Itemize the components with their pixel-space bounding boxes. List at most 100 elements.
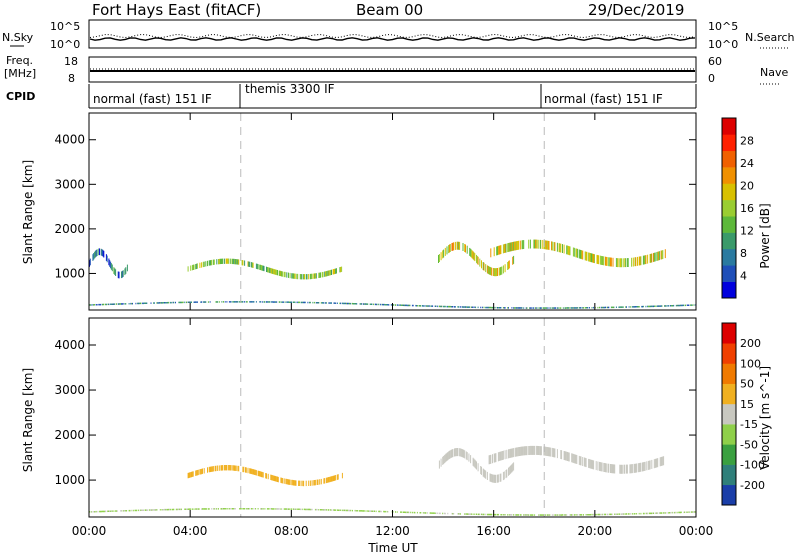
data-cell xyxy=(612,464,614,474)
data-cell xyxy=(566,451,568,461)
data-cell xyxy=(149,509,151,511)
data-cell xyxy=(250,301,251,303)
data-cell xyxy=(483,469,485,478)
data-cell xyxy=(502,450,504,460)
data-cell xyxy=(547,447,549,457)
nave-tick-high: 60 xyxy=(708,55,722,68)
data-cell xyxy=(406,511,408,514)
data-cell xyxy=(100,248,102,256)
data-cell xyxy=(642,512,644,515)
data-cell xyxy=(119,303,121,305)
data-cell xyxy=(658,305,660,307)
data-cell xyxy=(457,513,459,515)
data-cell xyxy=(489,513,491,516)
data-cell xyxy=(228,465,230,471)
data-cell xyxy=(233,508,235,510)
data-cell xyxy=(590,513,592,516)
colorbar-swatch xyxy=(722,363,736,384)
data-cell xyxy=(508,243,509,252)
data-cell xyxy=(367,510,369,512)
data-cell xyxy=(255,301,257,303)
data-cell xyxy=(281,271,283,277)
data-cell xyxy=(239,301,241,303)
data-cell xyxy=(453,242,455,251)
data-cell xyxy=(156,302,158,304)
data-cell xyxy=(288,479,290,485)
data-cell xyxy=(513,241,515,251)
data-cell xyxy=(291,301,293,303)
data-cell xyxy=(216,259,218,265)
data-cell xyxy=(326,270,328,277)
data-cell xyxy=(440,305,442,308)
data-cell xyxy=(642,305,643,308)
data-cell xyxy=(286,272,288,278)
data-cell xyxy=(277,476,279,483)
data-cell xyxy=(93,253,95,260)
data-cell xyxy=(573,514,575,516)
data-cell xyxy=(290,508,292,510)
data-cell xyxy=(299,274,301,280)
data-cell xyxy=(325,509,327,511)
colorbar-swatch xyxy=(722,424,736,445)
data-cell xyxy=(619,513,621,515)
data-cell xyxy=(175,508,177,511)
data-cell xyxy=(605,513,606,516)
data-cell xyxy=(184,508,186,510)
data-cell xyxy=(334,475,336,481)
data-cell xyxy=(576,307,578,309)
data-cell xyxy=(142,302,144,305)
data-cell xyxy=(642,462,643,472)
data-cell xyxy=(303,301,305,304)
data-cell xyxy=(535,307,537,309)
data-cell xyxy=(100,510,102,513)
data-cell xyxy=(599,461,600,471)
data-cell xyxy=(400,304,402,306)
data-cell xyxy=(534,445,536,455)
data-cell xyxy=(223,465,225,471)
data-cell xyxy=(379,303,381,306)
data-cell xyxy=(440,252,442,261)
data-cell xyxy=(170,301,172,304)
data-cell xyxy=(333,475,335,481)
data-cell xyxy=(154,509,156,511)
data-cell xyxy=(474,306,476,308)
data-cell xyxy=(492,306,493,309)
data-cell xyxy=(336,509,338,511)
data-cell xyxy=(446,305,448,308)
data-cell xyxy=(535,307,536,309)
data-cell xyxy=(502,307,504,309)
data-cell xyxy=(196,263,198,269)
data-cell xyxy=(213,259,215,265)
data-cell xyxy=(564,451,566,461)
data-cell xyxy=(621,306,622,308)
data-cell xyxy=(552,514,554,516)
data-cell xyxy=(509,514,511,516)
data-cell xyxy=(126,510,128,512)
data-cell xyxy=(572,514,574,516)
data-cell xyxy=(602,513,604,516)
data-cell xyxy=(503,471,505,480)
data-cell xyxy=(504,243,506,253)
data-cell xyxy=(599,306,600,309)
data-cell xyxy=(603,306,605,309)
data-cell xyxy=(609,257,611,267)
data-cell xyxy=(593,460,595,470)
data-cell xyxy=(409,304,411,307)
data-cell xyxy=(358,510,360,512)
data-cell xyxy=(303,480,305,487)
data-cell xyxy=(164,302,165,304)
data-cell xyxy=(427,305,429,307)
data-cell xyxy=(348,302,350,305)
data-cell xyxy=(562,307,564,309)
data-cell xyxy=(621,464,623,474)
data-cell xyxy=(384,510,386,513)
data-cell xyxy=(540,239,541,249)
data-cell xyxy=(475,460,477,469)
date-title: 29/Dec/2019 xyxy=(588,1,684,19)
data-cell xyxy=(555,514,557,516)
data-cell xyxy=(233,301,235,303)
data-cell xyxy=(93,304,95,306)
data-cell xyxy=(150,509,152,511)
data-cell xyxy=(453,513,455,515)
data-cell xyxy=(118,303,120,305)
